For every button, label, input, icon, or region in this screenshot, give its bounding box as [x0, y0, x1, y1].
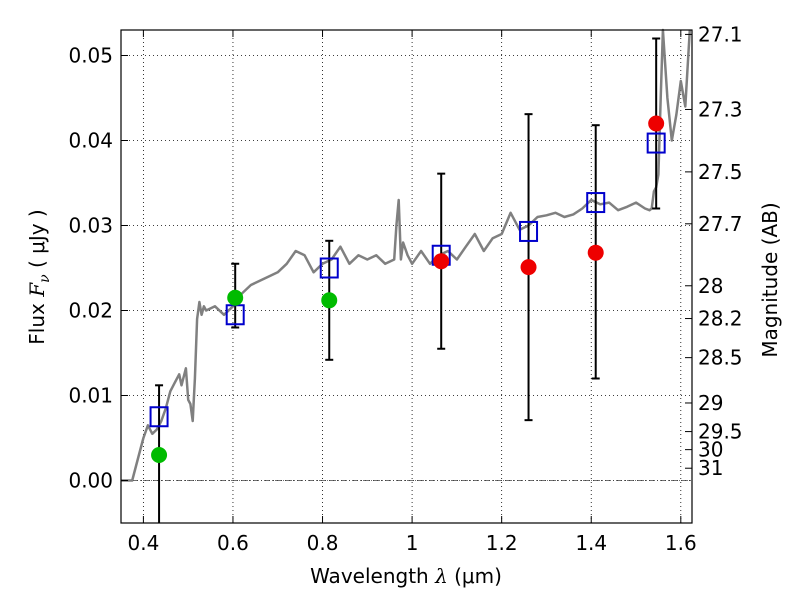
y-tick-label: 0.03	[68, 214, 113, 238]
magnitude-tick-label: 27.1	[698, 22, 743, 46]
y-axis-ticks: 0.00 0.01 0.02 0.03 0.04 0.05	[68, 44, 128, 493]
x-axis-ticks: 0.4 0.6 0.8 1 1.2 1.4 1.6	[127, 30, 697, 555]
y-tick-label: 0.05	[68, 44, 113, 68]
magnitude-tick-label: 27.5	[698, 160, 743, 184]
magnitude-tick-label: 31	[698, 456, 723, 480]
x-tick-label: 1.4	[575, 531, 607, 555]
x-tick-label: 1	[406, 531, 419, 555]
x-tick-label: 1.2	[486, 531, 518, 555]
x-tick-label: 0.8	[307, 531, 339, 555]
observed-nir-point	[433, 253, 450, 270]
observed-nir-point	[648, 115, 665, 132]
observed-nir-point	[520, 259, 537, 276]
magnitude-tick-label: 28	[698, 274, 723, 298]
magnitude-tick-label: 28.5	[698, 346, 743, 370]
plot-area	[121, 30, 692, 523]
magnitude-tick-label: 29.5	[698, 420, 743, 444]
plot-frame	[120, 29, 693, 524]
y-axis-label: Flux Fν ( μJy )	[25, 209, 53, 344]
magnitude-tick-label: 29	[698, 391, 723, 415]
observed-points-layer	[151, 115, 665, 463]
model-spectrum-line	[121, 28, 692, 482]
model-photometry-box	[149, 406, 169, 428]
y-tick-label: 0.04	[68, 129, 113, 153]
y-tick-label: 0.01	[68, 384, 113, 408]
magnitude-tick-label: 27.7	[698, 212, 743, 236]
model-photometry-box	[646, 132, 666, 154]
model-photometry-box	[586, 192, 606, 214]
model-spectrum-layer	[121, 28, 692, 482]
model-photometry-box	[319, 257, 339, 279]
model-photometry-box	[519, 220, 539, 242]
observed-optical-point	[321, 292, 338, 309]
x-tick-label: 1.6	[665, 531, 697, 555]
magnitude-tick-label: 27.3	[698, 97, 743, 121]
magnitude-tick-label: 30	[698, 438, 723, 462]
magnitude-tick-label: 28.2	[698, 307, 743, 331]
y-tick-label: 0.00	[68, 469, 113, 493]
x-tick-label: 0.6	[217, 531, 249, 555]
x-axis-label: Wavelength λ (μm)	[310, 564, 502, 588]
y-tick-label: 0.02	[68, 299, 113, 323]
magnitude-axis-label: Magnitude (AB)	[758, 202, 782, 357]
x-tick-label: 0.4	[127, 531, 159, 555]
observed-nir-point	[587, 244, 604, 261]
observed-optical-point	[227, 289, 244, 306]
observed-optical-point	[151, 447, 168, 463]
